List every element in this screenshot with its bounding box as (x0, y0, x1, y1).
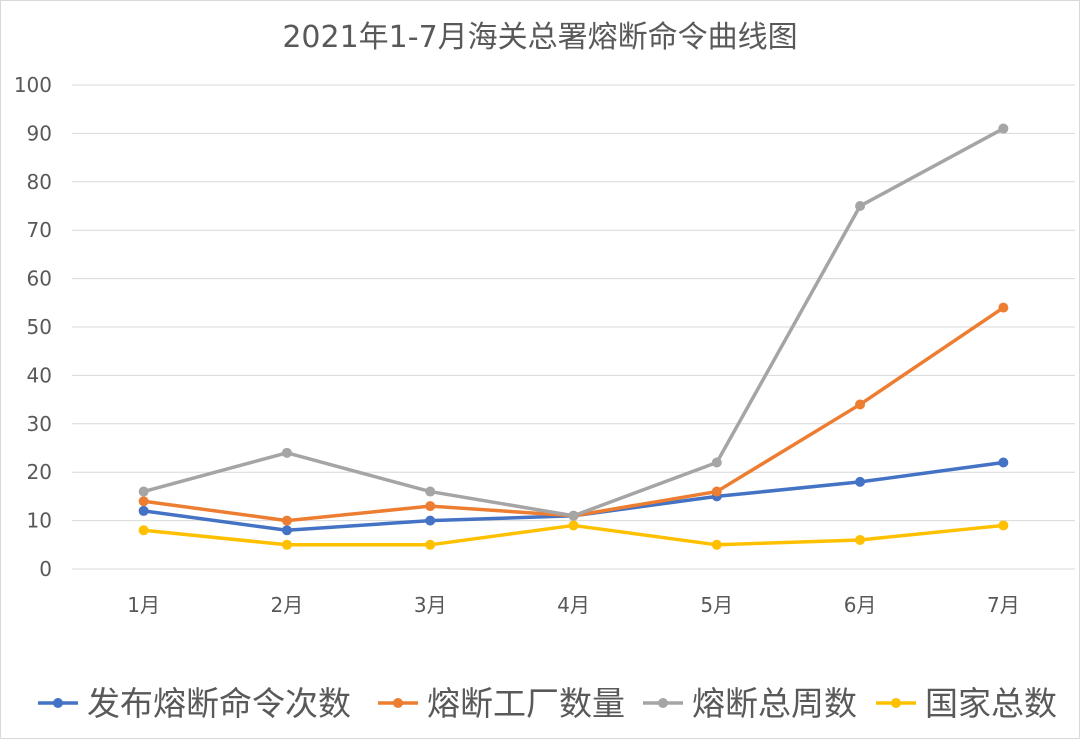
data-point (711, 457, 722, 468)
legend-item: 国家总数 (876, 684, 1057, 723)
data-point (568, 510, 579, 521)
x-tick-label: 6月 (844, 593, 877, 617)
data-point (855, 201, 866, 211)
gridlines (72, 84, 1075, 570)
x-tick-label: 2月 (271, 593, 304, 617)
data-point (855, 534, 866, 545)
series-3 (138, 520, 1009, 550)
data-point (425, 515, 436, 526)
legend-item: 熔断总周数 (643, 684, 857, 723)
legend-label: 国家总数 (925, 684, 1057, 723)
data-point (138, 525, 149, 536)
series-group (138, 123, 1009, 550)
data-point (425, 501, 436, 512)
data-point (998, 123, 1009, 134)
y-tick-label: 50 (27, 315, 52, 339)
x-tick-label: 1月 (127, 593, 160, 617)
data-point (711, 539, 722, 550)
legend-point-marker (393, 698, 403, 708)
y-tick-label: 100 (14, 73, 52, 97)
data-point (568, 520, 579, 531)
legend-point-marker (53, 698, 63, 708)
data-point (281, 539, 292, 550)
y-axis-ticks: 0 10 20 30 40 50 60 70 80 90 100 (14, 73, 52, 581)
legend-item: 熔断工厂数量 (378, 684, 625, 723)
legend-item: 发布熔断命令次数 (38, 684, 351, 723)
data-point (998, 520, 1009, 531)
legend-point-marker (891, 698, 901, 708)
y-tick-label: 60 (27, 267, 52, 291)
x-tick-label: 5月 (700, 593, 733, 617)
legend-label: 熔断工厂数量 (427, 684, 625, 723)
data-point (138, 486, 149, 497)
data-point (998, 302, 1009, 313)
data-point (855, 399, 866, 410)
data-point (425, 486, 436, 497)
data-point (281, 525, 292, 536)
x-tick-label: 4月 (557, 593, 590, 617)
data-point (711, 486, 722, 497)
data-point (855, 476, 866, 487)
y-tick-label: 10 (27, 509, 52, 533)
y-tick-label: 90 (27, 121, 52, 145)
legend-label: 熔断总周数 (692, 684, 857, 723)
y-tick-label: 0 (39, 557, 52, 581)
data-point (998, 457, 1009, 468)
y-tick-label: 30 (27, 412, 52, 436)
data-point (138, 505, 149, 516)
y-tick-label: 40 (27, 363, 52, 387)
x-tick-label: 7月 (987, 593, 1020, 617)
chart-title: 2021年1-7月海关总署熔断命令曲线图 (282, 20, 797, 55)
x-axis-ticks: 1月 2月 3月 4月 5月 6月 7月 (127, 593, 1019, 617)
x-tick-label: 3月 (414, 593, 447, 617)
data-point (281, 447, 292, 458)
legend: 发布熔断命令次数 熔断工厂数量 熔断总周数 国家总数 (38, 684, 1057, 723)
y-tick-label: 20 (27, 460, 52, 484)
data-point (425, 539, 436, 550)
series-2 (138, 123, 1009, 521)
y-tick-label: 80 (27, 170, 52, 194)
y-tick-label: 70 (27, 218, 52, 242)
legend-point-marker (658, 698, 668, 708)
legend-label: 发布熔断命令次数 (87, 684, 351, 723)
data-point (138, 496, 149, 507)
data-point (281, 515, 292, 526)
